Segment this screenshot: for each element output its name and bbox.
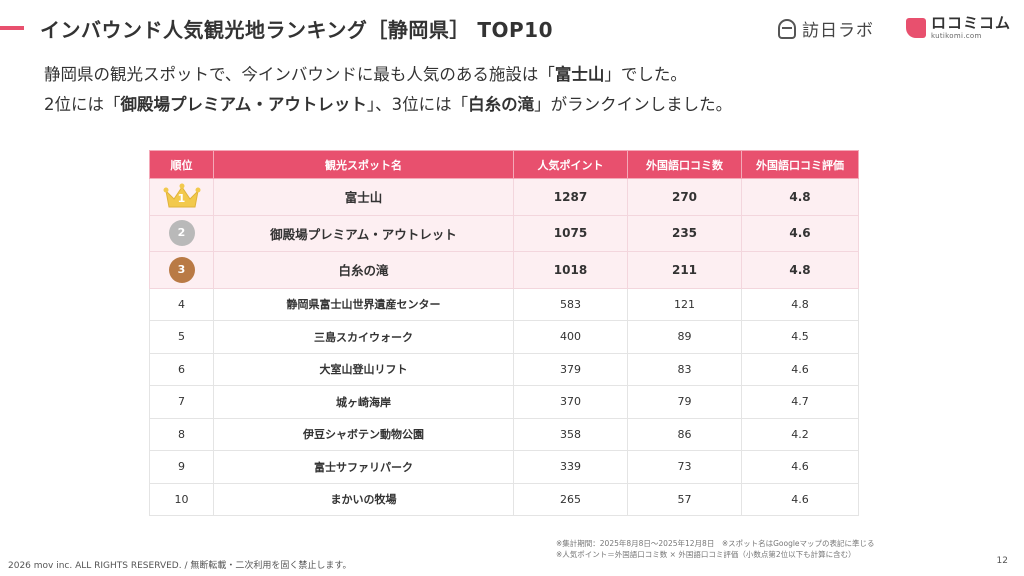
review-count-cell: 211	[627, 251, 742, 289]
points-cell: 1287	[513, 178, 628, 216]
review-rating-cell: 4.2	[741, 417, 859, 451]
kuchikomi-logo-text: ロコミコム	[931, 14, 1012, 32]
rank-cell: 2	[149, 214, 214, 252]
points-cell: 265	[513, 482, 628, 516]
header-points: 人気ポイント	[513, 150, 628, 179]
points-cell: 1018	[513, 251, 628, 289]
intro-line-2: 2位には「御殿場プレミアム・アウトレット」、3位には「白糸の滝」がランクインしま…	[44, 95, 733, 114]
spot-name-cell: 富士サファリパーク	[213, 450, 514, 484]
review-rating-cell: 4.8	[741, 251, 859, 289]
rank-cell: 6	[149, 352, 214, 386]
rank-cell: 10	[149, 482, 214, 516]
review-rating-cell: 4.6	[741, 482, 859, 516]
points-cell: 379	[513, 352, 628, 386]
table-row: 9 富士サファリパーク 339 73 4.6	[149, 450, 859, 484]
review-count-cell: 79	[627, 385, 742, 419]
page-title: インバウンド人気観光地ランキング［静岡県］ TOP10	[40, 18, 553, 42]
table-row: 1 富士山 1287 270 4.8	[149, 178, 859, 216]
houmon-lab-logo-text: 訪日ラボ	[802, 21, 874, 41]
rank-cell: 9	[149, 450, 214, 484]
points-cell: 358	[513, 417, 628, 451]
review-count-cell: 73	[627, 450, 742, 484]
intro-highlight-3: 白糸の滝	[468, 95, 535, 114]
ranking-table: 順位 観光スポット名 人気ポイント 外国語口コミ数 外国語口コミ評価 1 富士山…	[149, 150, 859, 516]
spot-name-cell: 伊豆シャボテン動物公園	[213, 417, 514, 451]
spot-name-cell: まかいの牧場	[213, 482, 514, 516]
footnote-line-2: ※人気ポイント＝外国語口コミ数 × 外国語口コミ評価（小数点第2位以下も計算に含…	[556, 550, 856, 559]
spot-name-cell: 城ヶ崎海岸	[213, 385, 514, 419]
copyright-text: 2026 mov inc. ALL RIGHTS RESERVED. / 無断転…	[8, 561, 352, 571]
table-header-row: 順位 観光スポット名 人気ポイント 外国語口コミ数 外国語口コミ評価	[149, 150, 859, 179]
review-rating-cell: 4.6	[741, 352, 859, 386]
table-row: 4 静岡県富士山世界遺産センター 583 121 4.8	[149, 287, 859, 321]
houmon-lab-logo: 訪日ラボ	[778, 16, 874, 41]
table-row: 2 御殿場プレミアム・アウトレット 1075 235 4.6	[149, 214, 859, 252]
footnotes: ※集計期間：2025年8月8日〜2025年12月8日 ※スポット名はGoogle…	[556, 538, 875, 560]
table-row: 7 城ヶ崎海岸 370 79 4.7	[149, 385, 859, 419]
speech-bubble-icon	[906, 18, 926, 38]
rank-cell: 1	[149, 178, 214, 216]
spot-name-cell: 大室山登山リフト	[213, 352, 514, 386]
review-count-cell: 121	[627, 287, 742, 321]
intro-highlight-1: 富士山	[554, 65, 605, 84]
spot-name-cell: 富士山	[213, 178, 514, 216]
rank-cell: 4	[149, 287, 214, 321]
footnote-line-1: ※集計期間：2025年8月8日〜2025年12月8日 ※スポット名はGoogle…	[556, 539, 875, 548]
points-cell: 370	[513, 385, 628, 419]
review-count-cell: 83	[627, 352, 742, 386]
intro-highlight-2: 御殿場プレミアム・アウトレット	[120, 95, 367, 114]
crown-icon: 1	[162, 183, 202, 211]
kuchikomi-logo: ロコミコム kutikomi.com	[906, 16, 1011, 40]
review-count-cell: 86	[627, 417, 742, 451]
lightbulb-icon	[778, 18, 796, 39]
table-row: 3 白糸の滝 1018 211 4.8	[149, 251, 859, 289]
kuchikomi-logo-url: kutikomi.com	[931, 32, 982, 40]
review-rating-cell: 4.6	[741, 214, 859, 252]
points-cell: 583	[513, 287, 628, 321]
points-cell: 339	[513, 450, 628, 484]
table-row: 6 大室山登山リフト 379 83 4.6	[149, 352, 859, 386]
points-cell: 400	[513, 320, 628, 354]
page-number: 12	[996, 556, 1008, 566]
rank-cell: 3	[149, 251, 214, 289]
review-count-cell: 235	[627, 214, 742, 252]
table-row: 5 三島スカイウォーク 400 89 4.5	[149, 320, 859, 354]
spot-name-cell: 白糸の滝	[213, 251, 514, 289]
review-count-cell: 57	[627, 482, 742, 516]
review-count-cell: 89	[627, 320, 742, 354]
review-rating-cell: 4.5	[741, 320, 859, 354]
spot-name-cell: 御殿場プレミアム・アウトレット	[213, 214, 514, 252]
rank-cell: 7	[149, 385, 214, 419]
header-spot-name: 観光スポット名	[213, 150, 514, 179]
bronze-medal-icon: 3	[168, 256, 195, 283]
intro-line-1: 静岡県の観光スポットで、今インバウンドに最も人気のある施設は「富士山」でした。	[44, 65, 687, 84]
review-rating-cell: 4.7	[741, 385, 859, 419]
review-rating-cell: 4.6	[741, 450, 859, 484]
spot-name-cell: 三島スカイウォーク	[213, 320, 514, 354]
rank-cell: 5	[149, 320, 214, 354]
title-accent-bar	[0, 26, 24, 30]
intro-text: 静岡県の観光スポットで、今インバウンドに最も人気のある施設は「富士山」でした。 …	[44, 60, 732, 120]
header-review-count: 外国語口コミ数	[627, 150, 742, 179]
review-rating-cell: 4.8	[741, 287, 859, 321]
points-cell: 1075	[513, 214, 628, 252]
review-count-cell: 270	[627, 178, 742, 216]
table-row: 10 まかいの牧場 265 57 4.6	[149, 482, 859, 516]
table-row: 8 伊豆シャボテン動物公園 358 86 4.2	[149, 417, 859, 451]
header-review-rating: 外国語口コミ評価	[741, 150, 859, 179]
header-rank: 順位	[149, 150, 214, 179]
review-rating-cell: 4.8	[741, 178, 859, 216]
spot-name-cell: 静岡県富士山世界遺産センター	[213, 287, 514, 321]
silver-medal-icon: 2	[168, 220, 195, 247]
rank-cell: 8	[149, 417, 214, 451]
